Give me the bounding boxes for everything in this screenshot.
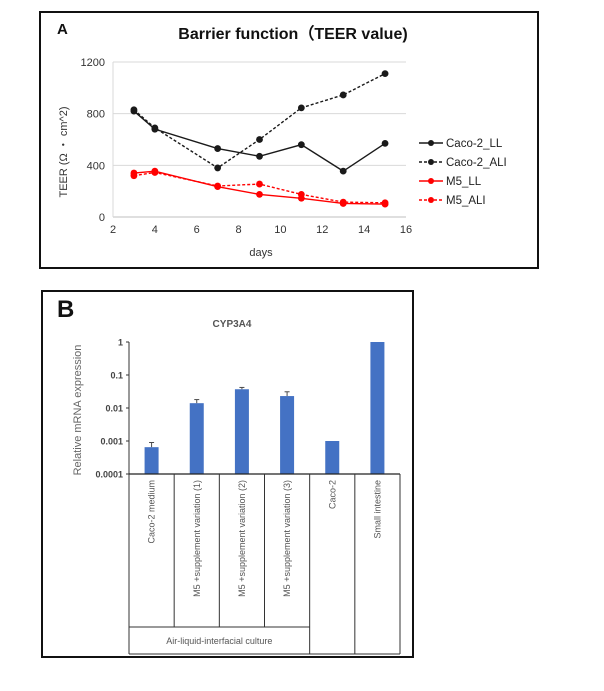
bar — [280, 396, 295, 474]
data-point — [381, 70, 389, 78]
data-point — [151, 124, 159, 132]
data-point — [297, 104, 305, 112]
axes: 0 400 800 1200 2 4 6 8 10 12 14 16 — [81, 57, 413, 236]
legend-item: Caco-2_LL — [419, 138, 503, 150]
series-group — [130, 70, 389, 208]
y-axis-label: TEER (Ω ・ cm^2) — [58, 107, 70, 198]
category-label: M5 +supplement variation (1) — [192, 480, 202, 597]
category-table: Caco-2 medium M5 +supplement variation (1… — [128, 473, 401, 655]
x-tick-label: 16 — [400, 224, 412, 236]
category-label: M5 +supplement variation (2) — [237, 480, 247, 597]
panel-b: B CYP3A4 Relative mRNA expression 1 0.1 0.… — [41, 290, 414, 658]
teer-line-chart: Barrier function（TEER value) 0 400 800 1200… — [58, 25, 507, 259]
y-tick-label: 0.0001 — [95, 470, 123, 480]
y-tick-label: 1200 — [81, 57, 105, 69]
data-point — [297, 190, 305, 198]
legend-marker — [428, 178, 434, 184]
bar — [189, 403, 204, 474]
legend-item: M5_ALI — [419, 195, 486, 207]
y-tick-label: 800 — [87, 109, 105, 121]
x-tick-label: 2 — [110, 224, 116, 236]
x-axis-label: days — [249, 247, 273, 259]
legend-label: Caco-2_LL — [446, 138, 503, 150]
series-m5-ll — [130, 167, 389, 208]
data-point — [130, 172, 138, 180]
data-point — [130, 106, 138, 114]
category-label: Caco-2 medium — [147, 480, 157, 544]
series-caco-2-ali — [130, 70, 389, 172]
data-point — [381, 139, 389, 147]
data-point — [256, 136, 263, 143]
legend-item: Caco-2_ALI — [419, 157, 507, 169]
y-axis-label: Relative mRNA expression — [72, 345, 84, 476]
cyp3a4-bar-chart: CYP3A4 Relative mRNA expression 1 0.1 0.01… — [72, 319, 401, 655]
panel-a: A Barrier function（TEER value) 0 400 800 12… — [39, 11, 539, 269]
category-label: M5 +supplement variation (3) — [282, 480, 292, 597]
legend-item: M5_LL — [419, 176, 482, 188]
data-point — [214, 145, 222, 152]
y-tick-label: 400 — [87, 160, 105, 172]
data-point — [339, 198, 347, 206]
x-tick-label: 4 — [152, 224, 158, 236]
legend-label: Caco-2_ALI — [446, 157, 507, 169]
data-point — [256, 190, 263, 198]
legend-marker — [428, 140, 434, 146]
axes: 1 0.1 0.01 0.001 0.0001 — [95, 338, 130, 480]
series-m5-ali — [130, 169, 389, 207]
y-tick-label: 0 — [99, 212, 105, 224]
panel-a-letter: A — [57, 21, 68, 38]
series-line — [133, 170, 386, 205]
data-point — [214, 164, 222, 172]
y-tick-label: 0.001 — [100, 437, 123, 447]
x-tick-label: 12 — [316, 224, 328, 236]
x-tick-label: 8 — [236, 224, 242, 236]
category-label: Caco-2 — [327, 480, 337, 509]
x-tick-label: 14 — [358, 224, 370, 236]
y-tick-label: 1 — [118, 338, 123, 348]
legend: Caco-2_LL Caco-2_ALI M5_LL M5_ALI — [419, 138, 507, 207]
data-point — [339, 91, 347, 99]
bar — [325, 441, 340, 474]
legend-label: M5_LL — [446, 176, 482, 188]
data-point — [256, 180, 263, 188]
chart-title: Barrier function（TEER value) — [178, 25, 407, 43]
data-point — [151, 169, 159, 176]
panel-b-letter: B — [57, 296, 75, 323]
data-point — [339, 167, 347, 175]
bar — [370, 342, 385, 474]
chart-title: CYP3A4 — [213, 319, 252, 330]
bar — [144, 447, 159, 474]
bars-group — [144, 342, 385, 474]
x-tick-label: 10 — [274, 224, 286, 236]
legend-label: M5_ALI — [446, 195, 486, 207]
data-point — [256, 152, 263, 160]
gridlines — [112, 61, 406, 218]
data-point — [214, 182, 222, 190]
y-tick-label: 0.01 — [105, 404, 123, 414]
group-label: Air-liquid-interfacial culture — [166, 636, 272, 646]
category-label: Small intestine — [372, 480, 382, 539]
data-point — [297, 141, 305, 149]
y-tick-label: 0.1 — [110, 371, 123, 381]
data-point — [381, 199, 389, 207]
legend-marker — [428, 197, 434, 203]
bar — [234, 389, 249, 474]
series-line — [133, 171, 386, 204]
x-tick-label: 6 — [194, 224, 200, 236]
legend-marker — [428, 159, 434, 165]
